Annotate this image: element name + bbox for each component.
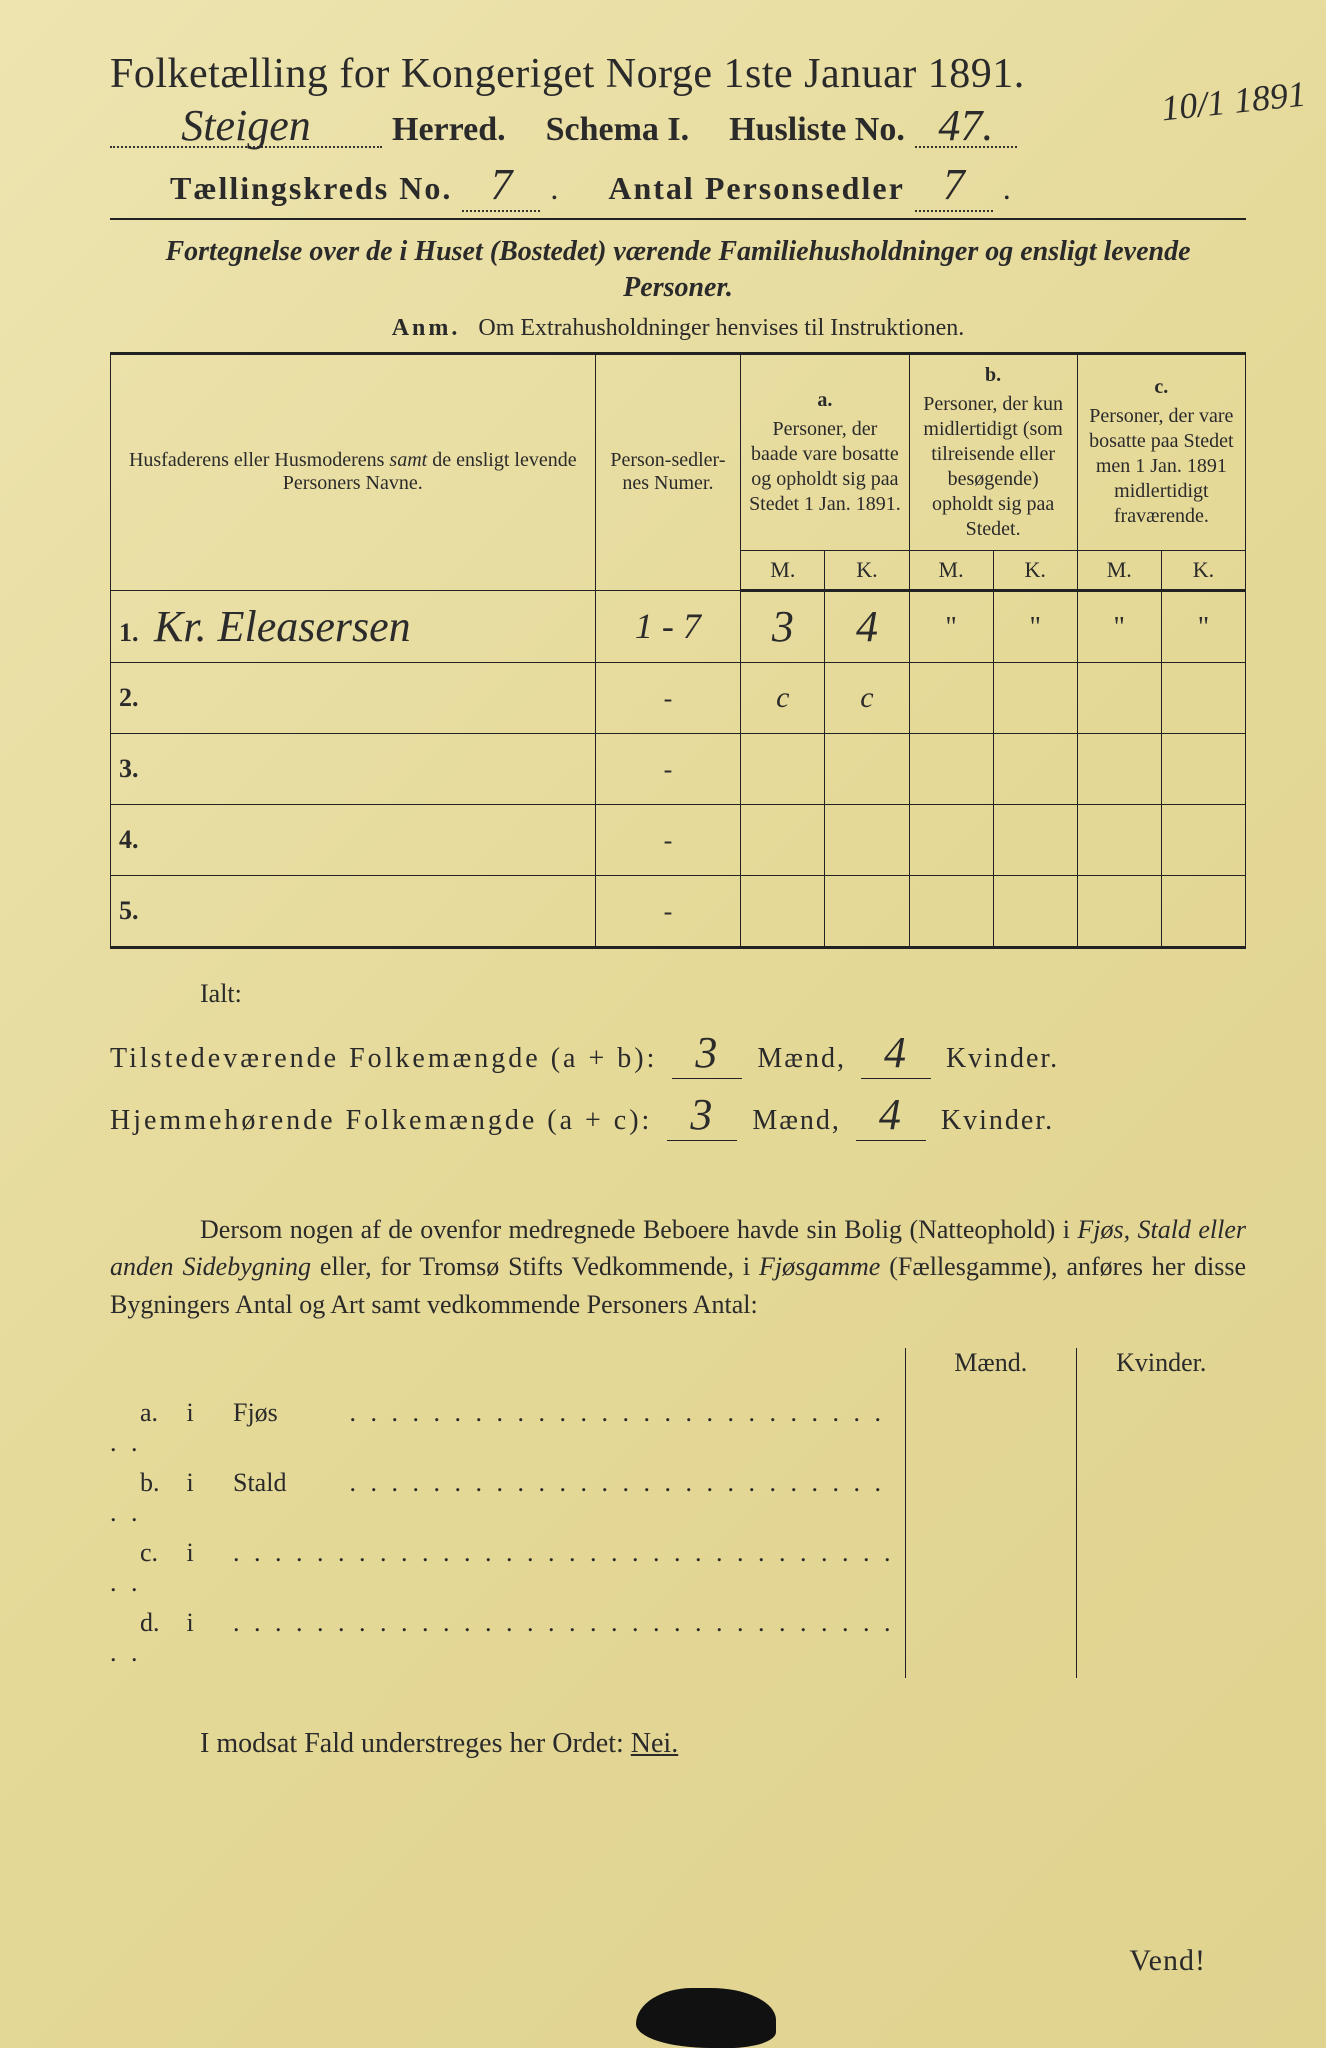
- col-name-header: Husfaderens eller Husmoderens samt de en…: [111, 353, 596, 590]
- vend-label: Vend!: [1129, 1944, 1206, 1978]
- nei-word: Nei.: [631, 1728, 678, 1759]
- col-b-k: K.: [993, 550, 1077, 590]
- outbuilding-left: a. i Fjøs . . . . . . . . . . . . . . . …: [110, 1348, 905, 1678]
- totals-resident: Hjemmehørende Folkemængde (a + c): 3 Mæn…: [110, 1089, 1246, 1141]
- list-item: c. i . . . . . . . . . . . . . . . . . .…: [110, 1538, 905, 1598]
- nei-line: I modsat Fald understreges her Ordet: Ne…: [200, 1728, 1246, 1760]
- ialt-label: Ialt:: [200, 979, 1246, 1009]
- outbuilding-paragraph: Dersom nogen af de ovenfor medregnede Be…: [110, 1211, 1246, 1324]
- antal-label: Antal Personsedler: [608, 170, 904, 207]
- table-row: 3. -: [111, 733, 1246, 804]
- table-row: 4. -: [111, 804, 1246, 875]
- table-row: 1. Kr. Eleasersen 1 - 7 3 4 " " " ": [111, 590, 1246, 662]
- household-table: Husfaderens eller Husmoderens samt de en…: [110, 352, 1246, 949]
- totals-present: Tilstedeværende Folkemængde (a + b): 3 M…: [110, 1027, 1246, 1079]
- totals-block: Ialt: Tilstedeværende Folkemængde (a + b…: [110, 979, 1246, 1141]
- census-form-page: 10/1 1891 Folketælling for Kongeriget No…: [0, 0, 1326, 2048]
- ink-blot: [636, 1988, 776, 2048]
- anm-label: Anm.: [392, 315, 461, 341]
- herred-value: Steigen: [110, 106, 382, 148]
- husliste-value: 47.: [915, 106, 1017, 148]
- table-body: 1. Kr. Eleasersen 1 - 7 3 4 " " " " 2. -…: [111, 590, 1246, 947]
- divider: [110, 218, 1246, 220]
- anm-line: Anm. Om Extrahusholdninger henvises til …: [110, 315, 1246, 342]
- list-item: a. i Fjøs . . . . . . . . . . . . . . . …: [110, 1398, 905, 1458]
- list-item: b. i Stald . . . . . . . . . . . . . . .…: [110, 1468, 905, 1528]
- col-b-m: M.: [909, 550, 993, 590]
- col-a-header: a. Personer, der baade vare bosatte og o…: [741, 353, 909, 550]
- col-c-m: M.: [1077, 550, 1161, 590]
- anm-text: Om Extrahusholdninger henvises til Instr…: [478, 315, 964, 341]
- kvinder-col: Kvinder.: [1077, 1348, 1247, 1678]
- maend-col: Mænd.: [906, 1348, 1077, 1678]
- col-num-header: Person-sedler-nes Numer.: [595, 353, 741, 590]
- antal-value: 7: [915, 159, 993, 212]
- kreds-label: Tællingskreds No.: [170, 170, 452, 207]
- husliste-label: Husliste No.: [729, 111, 905, 149]
- col-a-k: K.: [825, 550, 909, 590]
- outbuilding-table: a. i Fjøs . . . . . . . . . . . . . . . …: [110, 1348, 1246, 1678]
- outbuilding-right: Mænd. Kvinder.: [905, 1348, 1246, 1678]
- page-title: Folketælling for Kongeriget Norge 1ste J…: [110, 50, 1246, 98]
- kreds-row: Tællingskreds No. 7 . Antal Personsedler…: [170, 159, 1246, 212]
- col-c-k: K.: [1161, 550, 1245, 590]
- col-b-header: b. Personer, der kun midlertidigt (som t…: [909, 353, 1077, 550]
- col-c-header: c. Personer, der vare bosatte paa Stedet…: [1077, 353, 1245, 550]
- subtitle: Fortegnelse over de i Huset (Bostedet) v…: [150, 234, 1206, 307]
- herred-label: Herred.: [392, 111, 506, 149]
- kreds-value: 7: [462, 159, 540, 212]
- col-a-m: M.: [741, 550, 825, 590]
- list-item: d. i . . . . . . . . . . . . . . . . . .…: [110, 1608, 905, 1668]
- table-row: 2. - cc: [111, 662, 1246, 733]
- schema-label: Schema I.: [546, 111, 690, 149]
- table-row: 5. -: [111, 875, 1246, 947]
- herred-row: Steigen Herred. Schema I. Husliste No. 4…: [110, 106, 1246, 149]
